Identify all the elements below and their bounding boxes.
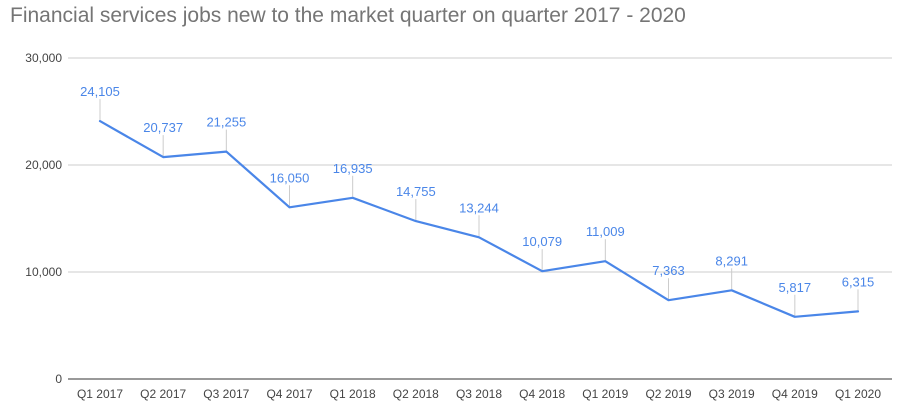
series-line (98, 119, 860, 318)
x-tick-label: Q2 2018 (393, 387, 439, 401)
data-label: 8,291 (715, 253, 748, 268)
data-labels: 24,105 20,737 21,255 16,050 16,935 14,755 13,2… (80, 84, 874, 295)
x-tick-label: Q1 2020 (835, 387, 881, 401)
series-layer (98, 119, 860, 318)
x-tick-label: Q4 2018 (519, 387, 565, 401)
data-label: 13,244 (459, 200, 499, 215)
data-label: 6,315 (842, 274, 875, 289)
chart-title: Financial services jobs new to the marke… (10, 4, 686, 27)
x-tick-label: Q2 2017 (140, 387, 186, 401)
y-tick-label: 20,000 (25, 158, 62, 172)
x-tick-label: Q3 2018 (456, 387, 502, 401)
x-tick-label: Q4 2019 (772, 387, 818, 401)
data-label: 14,755 (396, 184, 436, 199)
x-tick-label: Q3 2017 (203, 387, 249, 401)
x-tick-label: Q1 2019 (582, 387, 628, 401)
data-label: 24,105 (80, 84, 120, 99)
x-tick-label: Q4 2017 (266, 387, 312, 401)
data-label: 20,737 (143, 120, 183, 135)
gridlines (68, 57, 892, 273)
y-tick-label: 10,000 (25, 265, 62, 279)
label-leaders (99, 99, 859, 316)
data-label: 5,817 (779, 280, 812, 295)
axes: 0 10,000 20,000 30,000 Q1 2017 Q2 2017 Q3 2017… (25, 51, 892, 401)
x-tick-label: Q2 2019 (645, 387, 691, 401)
data-label: 10,079 (522, 234, 562, 249)
y-tick-label: 30,000 (25, 51, 62, 65)
y-tick-label: 0 (55, 372, 62, 386)
data-label: 16,050 (270, 170, 310, 185)
data-label: 16,935 (333, 161, 373, 176)
data-label: 11,009 (586, 224, 625, 239)
x-tick-label: Q3 2019 (709, 387, 755, 401)
data-label: 21,255 (206, 115, 246, 130)
x-tick-label: Q1 2017 (77, 387, 123, 401)
data-label: 7,363 (652, 263, 685, 278)
x-tick-label: Q1 2018 (330, 387, 376, 401)
